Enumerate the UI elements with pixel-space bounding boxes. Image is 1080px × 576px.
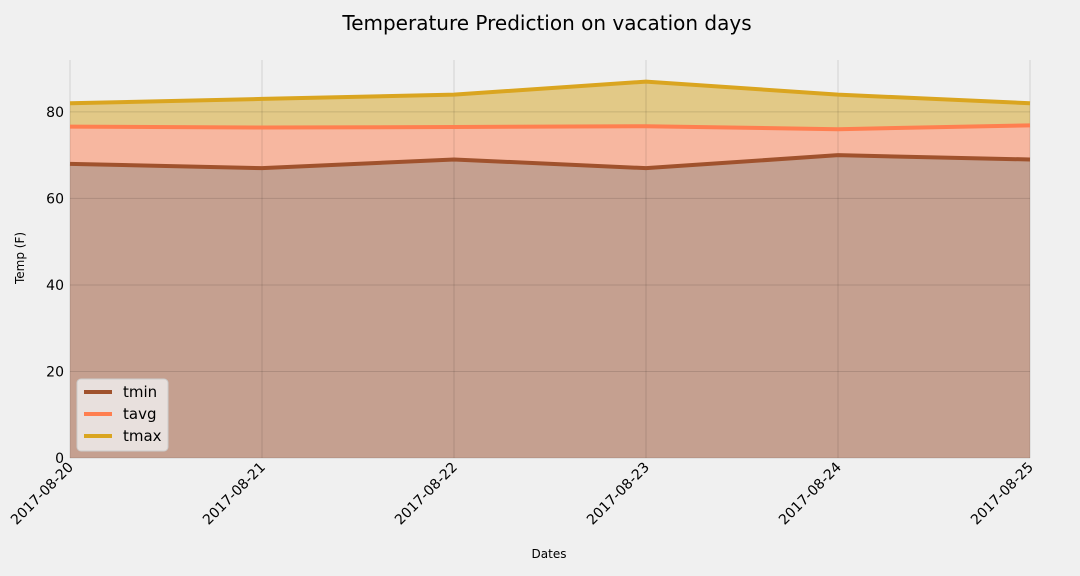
series-line-tmax [69,79,1031,106]
series-line-tavg [69,123,1031,132]
x-tick-label: 2017-08-21 [200,460,269,529]
y-axis-label: Temp (F) [13,232,27,285]
series-line-tmin [69,153,1031,171]
grid-lines [69,60,1031,459]
area-fills [70,81,1030,458]
x-axis-label: Dates [532,547,567,561]
y-tick-labels: 0 20 40 60 80 [46,105,64,467]
y-tick-label: 80 [46,105,64,121]
x-tick-label: 2017-08-22 [392,460,461,529]
x-tick-label: 2017-08-20 [8,460,77,529]
series-lines [69,79,1031,171]
x-tick-label: 2017-08-25 [968,460,1037,529]
legend-box [76,378,169,452]
area-fill-tmin [70,155,1030,458]
y-tick-label: 20 [46,364,64,380]
legend-label-tmax: tmax [123,427,162,445]
legend-label-tmin: tmin [123,383,157,401]
y-tick-label: 40 [46,278,64,294]
x-tick-label: 2017-08-23 [584,460,653,529]
x-tick-labels: 2017-08-20 2017-08-21 2017-08-22 2017-08-23… [8,459,1037,528]
chart-title: Temperature Prediction on vacation days [341,11,751,35]
legend-label-tavg: tavg [123,405,156,423]
y-tick-label: 0 [55,451,64,467]
legend-items: tmin tavg tmax [84,383,162,445]
legend: tmin tavg tmax [76,378,169,452]
y-tick-label: 60 [46,191,64,207]
x-tick-label: 2017-08-24 [776,459,845,528]
